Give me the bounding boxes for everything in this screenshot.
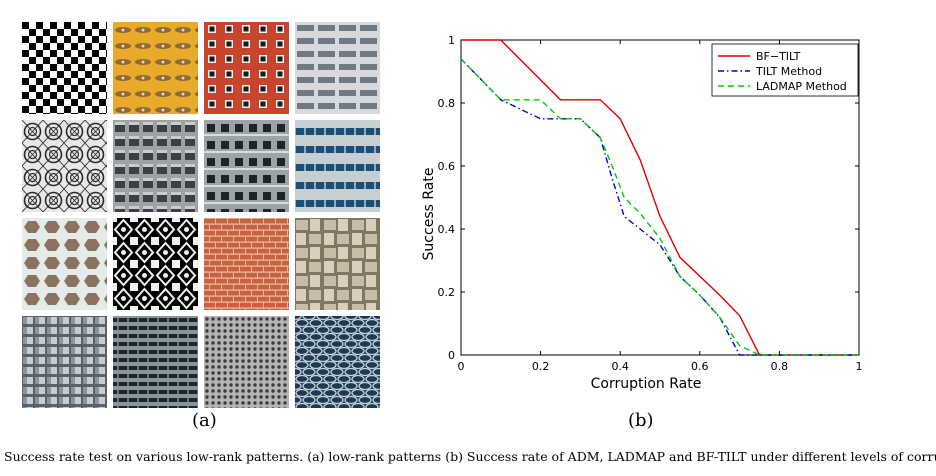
pattern-tile-red-facade	[204, 22, 289, 114]
x-tick-label: 0.8	[771, 360, 789, 373]
figure-caption: Success rate test on various low-rank pa…	[4, 449, 936, 464]
y-tick-label: 0.8	[438, 97, 456, 110]
pattern-tile-bricks	[204, 218, 289, 310]
series-line-1	[460, 58, 859, 356]
pattern-tile-concrete-grid	[113, 120, 198, 212]
pattern-tile-white-building	[295, 22, 380, 114]
pattern-tile-glass-tower	[22, 316, 107, 408]
pattern-tile-apartment	[204, 120, 289, 212]
pattern-tile-weave	[295, 218, 380, 310]
legend-label-1: TILT Method	[755, 65, 822, 78]
x-tick-label: 0.6	[691, 360, 709, 373]
legend-box	[711, 43, 859, 97]
x-tick-label: 1	[856, 360, 863, 373]
legend-label-0: BF−TILT	[756, 50, 801, 63]
x-axis-label: Corruption Rate	[591, 376, 702, 392]
y-tick-label: 0	[448, 349, 455, 362]
x-tick-label: 0.2	[532, 360, 550, 373]
series-line-2	[460, 58, 859, 356]
series-line-0	[461, 39, 859, 356]
pattern-tile-black-ornament	[113, 218, 198, 310]
panel-b-label: (b)	[628, 410, 654, 431]
pattern-tile-office-stripes	[113, 316, 198, 408]
pattern-tile-dot-grid	[204, 316, 289, 408]
y-tick-label: 0.4	[438, 223, 456, 236]
pattern-tile-blue-lattice	[295, 316, 380, 408]
pattern-tile-lace	[22, 120, 107, 212]
plot-frame	[460, 39, 860, 356]
y-tick-label: 1	[448, 34, 455, 47]
y-tick-label: 0.2	[438, 286, 456, 299]
x-tick-label: 0	[458, 360, 465, 373]
legend-label-2: LADMAP Method	[756, 80, 847, 93]
pattern-tile-hex-tiles	[22, 218, 107, 310]
x-tick-label: 0.4	[611, 360, 629, 373]
success-rate-chart: 0 0.2 0.4 0.6 0.8 1 0 0.2 0.4 0.6 0.8 1 BF−TILT TILT…	[418, 16, 888, 396]
panel-a-label: (a)	[192, 410, 217, 431]
y-axis-label: Success Rate	[421, 168, 437, 261]
y-tick-label: 0.6	[438, 160, 456, 173]
pattern-tile-checkerboard	[22, 22, 107, 114]
pattern-tile-blue-windows	[295, 120, 380, 212]
pattern-tile-yellow-leaves	[113, 22, 198, 114]
